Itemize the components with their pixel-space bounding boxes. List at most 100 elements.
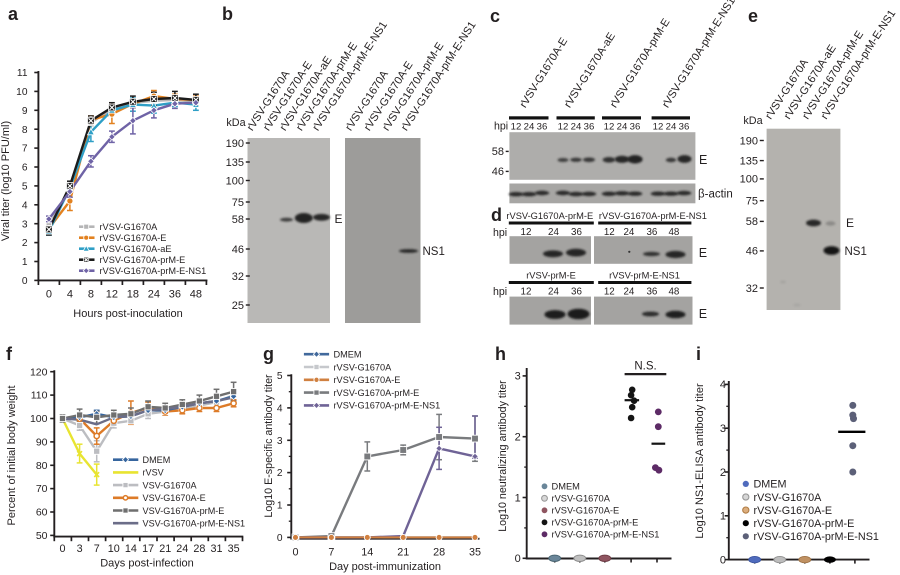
svg-text:4: 4 [277,404,283,415]
svg-text:100: 100 [226,175,244,187]
svg-text:135: 135 [740,155,758,167]
svg-text:rVSV-G1670A-prM-E-NS1: rVSV-G1670A-prM-E-NS1 [660,0,738,110]
svg-text:rVSV-G1670A: rVSV-G1670A [552,494,611,504]
svg-text:rVSV-G1670A-E: rVSV-G1670A-E [754,505,833,517]
svg-text:90: 90 [36,437,48,449]
svg-text:24: 24 [623,286,634,297]
svg-text:rVSV-G1670A-E: rVSV-G1670A-E [518,36,571,110]
svg-text:Percent of initial body weight: Percent of initial body weight [6,385,18,525]
svg-text:rVSV-G1670A-prM-E-NS1: rVSV-G1670A-prM-E-NS1 [552,530,660,540]
svg-text:7: 7 [328,546,334,558]
svg-text:hpi: hpi [493,286,507,298]
svg-text:36: 36 [630,122,641,133]
svg-text:VSV-G1670A: VSV-G1670A [143,480,198,490]
svg-text:4: 4 [67,289,73,301]
svg-text:rVSV-G1670A: rVSV-G1670A [334,362,393,372]
svg-text:190: 190 [740,135,758,147]
svg-text:E: E [699,307,707,321]
svg-text:36: 36 [646,227,657,238]
svg-text:2: 2 [22,238,28,249]
svg-text:12: 12 [604,286,615,297]
svg-text:9: 9 [22,106,28,117]
svg-text:7: 7 [22,144,28,155]
svg-text:24: 24 [176,543,188,555]
svg-text:Days post-infection: Days post-infection [100,558,194,570]
svg-text:28: 28 [433,546,445,558]
svg-text:rVSV-G1670A-prM-E: rVSV-G1670A-prM-E [506,211,593,221]
svg-text:rVSV-G1670A-prM-E-NS1: rVSV-G1670A-prM-E-NS1 [100,266,207,276]
svg-text:50: 50 [36,530,48,542]
svg-text:0: 0 [22,276,28,287]
svg-text:1: 1 [720,511,726,523]
svg-text:10: 10 [108,543,120,555]
svg-text:VSV-G1670A-prM-E: VSV-G1670A-prM-E [143,506,225,516]
svg-text:70: 70 [36,483,48,495]
svg-text:a: a [8,4,19,24]
svg-text:10: 10 [16,87,28,98]
svg-text:21: 21 [397,546,409,558]
svg-text:58: 58 [492,146,504,158]
svg-text:24: 24 [623,227,634,238]
svg-text:24: 24 [666,122,677,133]
svg-text:E: E [699,153,707,167]
svg-text:hpi: hpi [494,121,508,133]
svg-text:1: 1 [22,257,28,268]
svg-text:12: 12 [653,122,664,133]
svg-text:2: 2 [720,467,726,479]
svg-text:7: 7 [94,543,100,555]
svg-text:0: 0 [292,546,298,558]
svg-text:Log10 neutralizing antibody ti: Log10 neutralizing antibody titer [497,380,509,532]
svg-text:48: 48 [668,227,679,238]
svg-text:36: 36 [584,122,595,133]
svg-text:rVSV-G1670A: rVSV-G1670A [100,222,159,232]
svg-text:24: 24 [617,122,628,133]
svg-text:1: 1 [515,492,521,504]
svg-text:0: 0 [46,289,52,301]
svg-text:24: 24 [548,286,559,297]
svg-text:Log10 NS1-ELISA antibody titer: Log10 NS1-ELISA antibody titer [694,383,706,539]
svg-text:rVSV-G1670A-prM-E: rVSV-G1670A-prM-E [754,518,855,530]
svg-text:f: f [6,344,13,364]
svg-text:N.S.: N.S. [634,361,656,373]
svg-text:36: 36 [537,122,548,133]
svg-text:DMEM: DMEM [143,455,171,465]
svg-text:190: 190 [226,138,244,150]
svg-text:24: 24 [148,289,160,301]
svg-text:h: h [495,344,506,364]
svg-text:3: 3 [515,371,521,383]
svg-text:8: 8 [22,125,28,136]
svg-text:3: 3 [22,219,28,230]
svg-text:0: 0 [277,533,283,544]
svg-text:21: 21 [159,543,171,555]
svg-text:0: 0 [515,553,521,565]
svg-text:rVSV-G1670A-prM-E-NS1: rVSV-G1670A-prM-E-NS1 [599,211,707,221]
svg-text:Day post-immunization: Day post-immunization [329,561,441,573]
svg-text:36: 36 [169,289,181,301]
svg-text:Hours post-inoculation: Hours post-inoculation [73,308,182,320]
svg-text:6: 6 [22,163,28,174]
svg-text:36: 36 [679,122,690,133]
svg-text:rVSV-G1670A-prM-E-NS1: rVSV-G1670A-prM-E-NS1 [334,401,441,411]
svg-text:rVSV: rVSV [143,468,165,478]
svg-text:36: 36 [646,286,657,297]
svg-text:135: 135 [226,157,244,169]
svg-text:12: 12 [604,122,615,133]
svg-text:1: 1 [277,501,283,512]
svg-text:48: 48 [668,286,679,297]
svg-text:24: 24 [548,227,559,238]
svg-text:DMEM: DMEM [334,350,362,360]
svg-text:35: 35 [228,543,240,555]
svg-text:rVSV-G1670A-prM-E: rVSV-G1670A-prM-E [608,17,673,110]
svg-text:5: 5 [22,182,28,193]
svg-text:32: 32 [746,283,758,295]
svg-text:rVSV-G1670A-E: rVSV-G1670A-E [100,233,167,243]
svg-text:60: 60 [36,507,48,519]
svg-text:0: 0 [59,543,65,555]
svg-text:NS1: NS1 [845,246,867,258]
svg-text:c: c [490,6,500,26]
svg-text:hpi: hpi [493,227,507,239]
svg-text:32: 32 [232,271,244,283]
svg-text:kDa: kDa [743,115,762,127]
svg-text:rVSV-G1670A-aE: rVSV-G1670A-aE [562,31,618,110]
svg-text:36: 36 [571,227,582,238]
